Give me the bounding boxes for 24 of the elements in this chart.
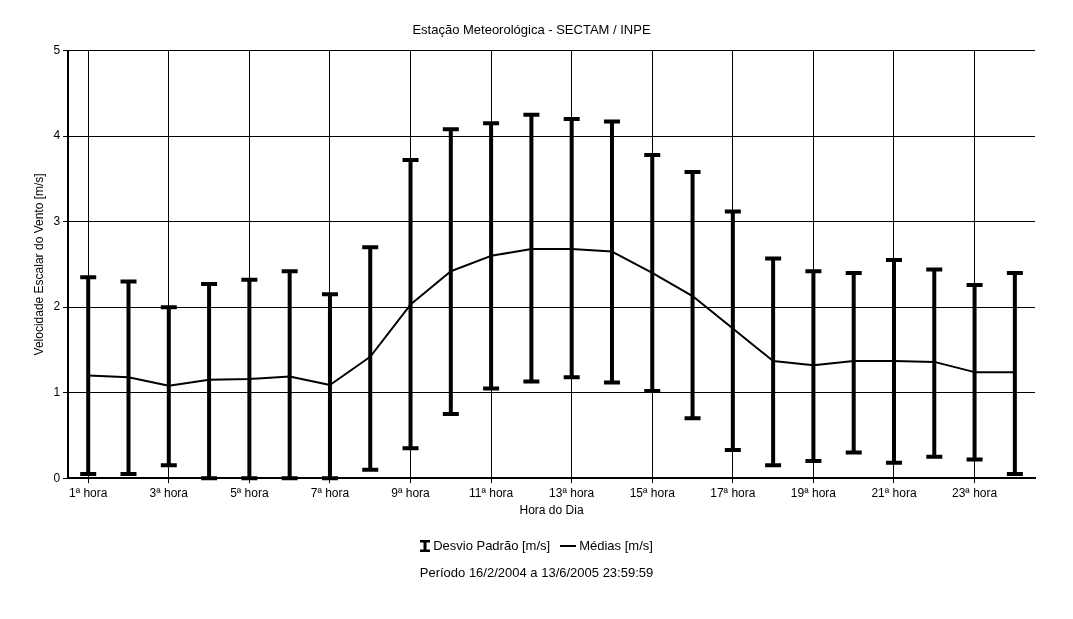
y-tick-label: 5 xyxy=(53,42,61,57)
x-tick-label: 3ª hora xyxy=(149,485,189,500)
legend-label: Médias [m/s] xyxy=(579,538,653,553)
x-axis-title: Hora do Dia xyxy=(519,503,584,518)
x-tick-label: 11ª hora xyxy=(468,485,514,500)
y-tick-label: 1 xyxy=(53,384,61,399)
x-tick-label: 15ª hora xyxy=(629,485,676,500)
y-tick-label: 4 xyxy=(53,128,61,143)
text: Desvio Padrão [m/s] xyxy=(433,538,551,553)
x-tick-label: 21ª hora xyxy=(871,485,917,500)
x-tick-label: 23ª hora xyxy=(952,485,998,500)
text: Período 16/2/2004 a 13/6/2005 23:59:59 xyxy=(418,565,655,580)
x-tick-label: 7ª hora xyxy=(310,485,350,500)
x-tick-label: 17ª hora xyxy=(710,485,756,500)
y-tick-label: 2 xyxy=(53,299,61,314)
y-axis-title: Velocidade Escalar do Vento [m/s] xyxy=(31,173,46,356)
x-tick-label: 1ª hora xyxy=(68,485,108,500)
y-tick-label: 0 xyxy=(53,470,61,485)
x-tick-label: 9ª hora xyxy=(391,485,431,500)
x-tick-label: 13ª hora xyxy=(549,485,595,500)
chart-title: Estação Meteorológica - SECTAM / INPE xyxy=(412,22,651,38)
x-tick-label: 5ª hora xyxy=(230,485,269,500)
x-tick-label: 19ª hora xyxy=(790,485,837,500)
y-tick-label: 3 xyxy=(53,213,61,228)
